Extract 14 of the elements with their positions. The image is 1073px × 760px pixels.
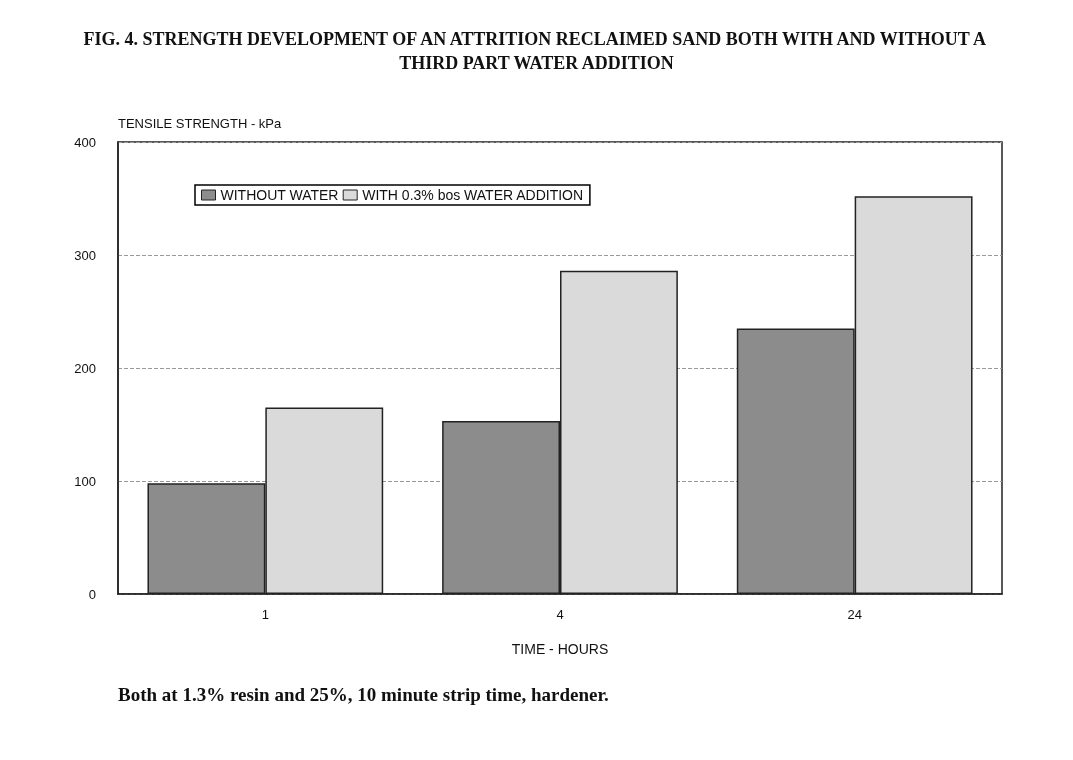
text: Both at 1.3% resin and 25%, 10 minute strip time, hardener.: [118, 684, 609, 705]
y-axis-title: TENSILE STRENGTH - kPa: [118, 116, 283, 131]
y-tick-label: 0: [88, 586, 96, 602]
y-tick-label: 400: [74, 134, 96, 150]
x-tick-label: 4: [556, 607, 564, 622]
x-tick-label: 1: [261, 607, 269, 622]
y-tick-label: 300: [74, 247, 96, 263]
x-axis-title: TIME - HOURS: [511, 641, 609, 657]
chart-title: FIG. 4. STRENGTH DEVELOPMENT OF AN ATTRITION RECLAIMED SAND BOTH WITH AND WITHOUT A THIRD PART WATER ADDITION: [83, 29, 990, 73]
y-tick-label: 200: [74, 360, 96, 376]
legend-label: WITHOUT WATER: [220, 187, 339, 203]
legend-label: WITH 0.3% bos WATER ADDITION: [362, 187, 584, 203]
x-tick-label: 24: [847, 607, 862, 622]
y-tick-label: 100: [74, 473, 96, 489]
